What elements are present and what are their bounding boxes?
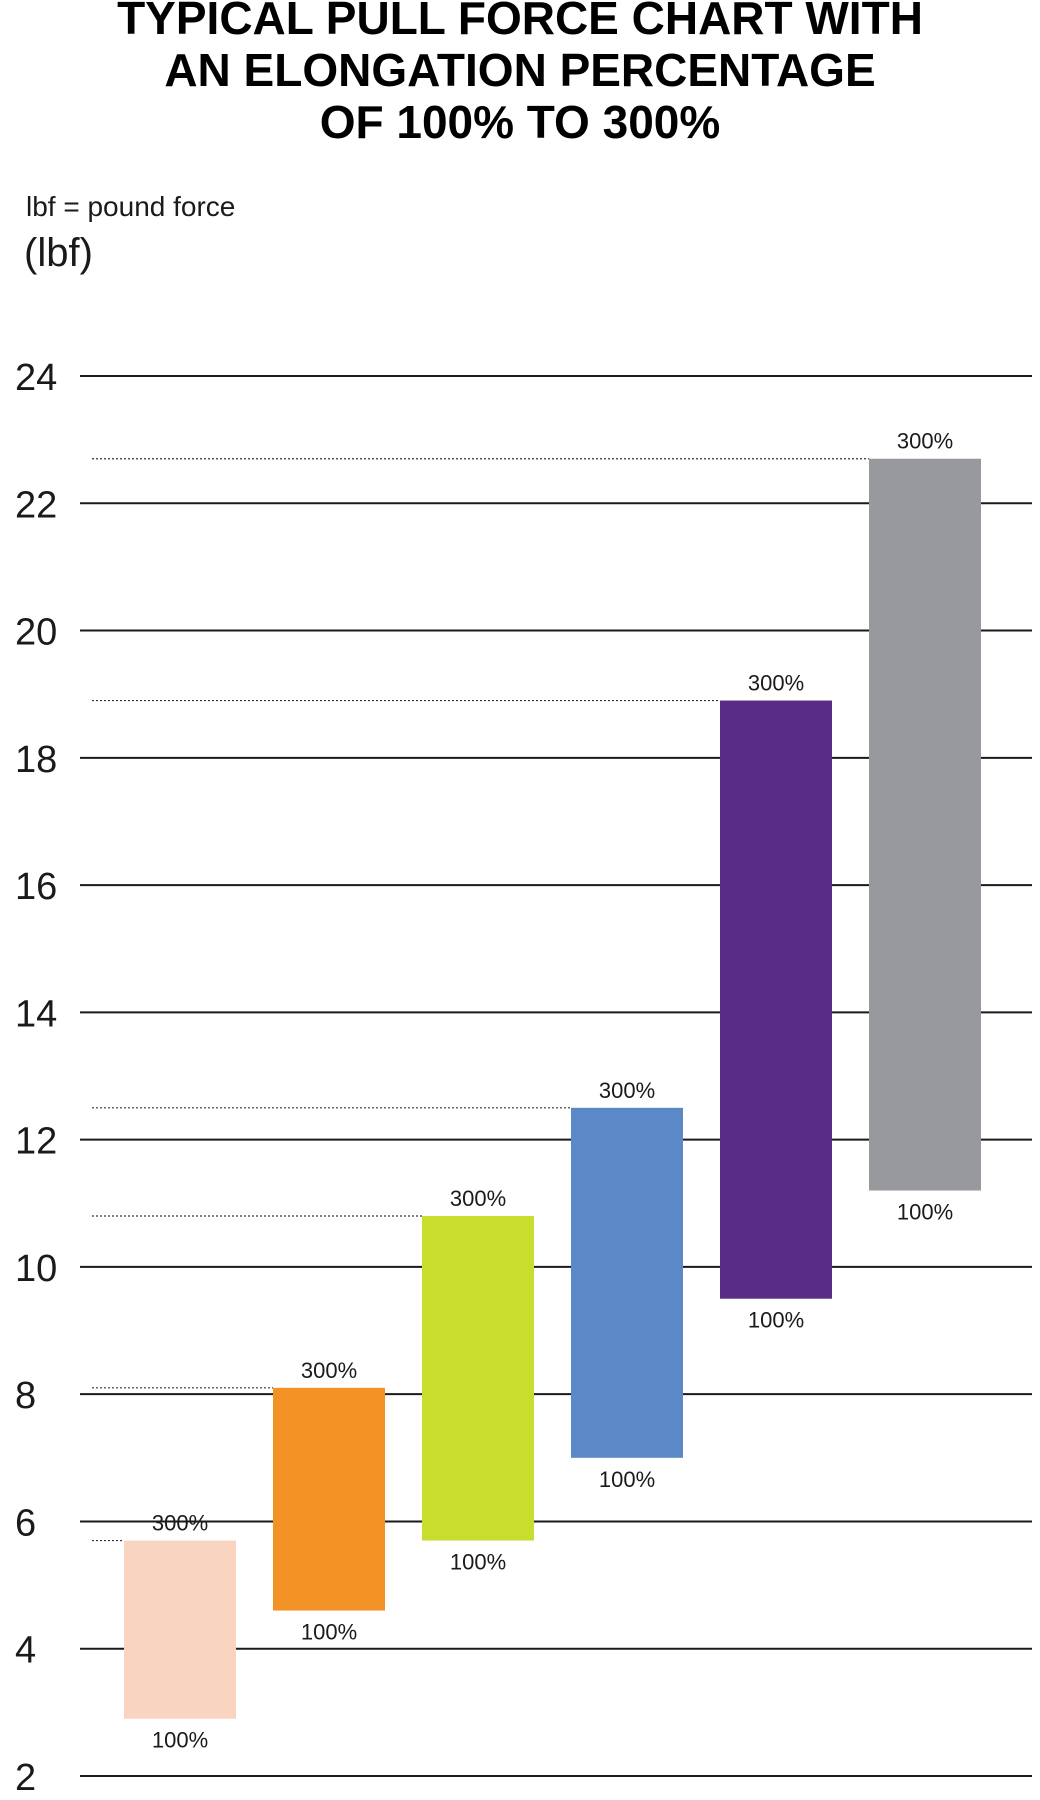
y-tick-label: 8 [15,1375,36,1417]
range-bar [124,1540,236,1719]
y-tick-label: 16 [15,866,57,908]
y-axis-label: (lbf) [24,231,93,275]
bar-label-300: 300% [450,1186,506,1211]
bar-label-300: 300% [152,1511,208,1536]
bars [124,458,981,1719]
bar-label-100: 100% [748,1308,804,1333]
bar-label-100: 100% [599,1467,655,1492]
bar-label-300: 300% [897,429,953,454]
bar-label-300: 300% [748,671,804,696]
gridlines [80,375,1032,1777]
chart-title-line-2: AN ELONGATION PERCENTAGE [164,44,876,96]
y-tick-label: 6 [15,1502,36,1544]
unit-note: lbf = pound force [26,191,235,222]
chart-title-line-1: TYPICAL PULL FORCE CHART WITH [117,0,923,44]
bar-label-300: 300% [301,1358,357,1383]
y-tick-label: 10 [15,1248,57,1290]
y-tick-label: 24 [15,357,57,399]
bar-label-100: 100% [152,1728,208,1753]
range-bar [422,1216,534,1541]
y-tick-label: 18 [15,739,57,781]
y-tick-label: 22 [15,484,57,526]
chart-title: TYPICAL PULL FORCE CHART WITH AN ELONGAT… [0,0,1040,148]
bar-label-100: 100% [897,1200,953,1225]
y-tick-label: 20 [15,612,57,654]
reference-lines [92,458,869,1542]
bar-labels: 300% 100% 300% 100% 300% 100% 300% 100% 300% 100%… [152,429,953,1753]
chart-title-line-3: OF 100% TO 300% [319,96,721,148]
bar-label-100: 100% [301,1620,357,1645]
y-tick-label: 12 [15,1121,57,1163]
range-bar [571,1107,683,1458]
y-tick-label: 4 [15,1630,36,1672]
range-bar [720,700,832,1299]
bar-label-300: 300% [599,1078,655,1103]
range-bar [273,1387,385,1611]
bar-label-100: 100% [450,1550,506,1575]
range-bar [869,458,981,1191]
y-tick-label: 2 [15,1757,36,1799]
y-tick-label: 14 [15,993,57,1035]
